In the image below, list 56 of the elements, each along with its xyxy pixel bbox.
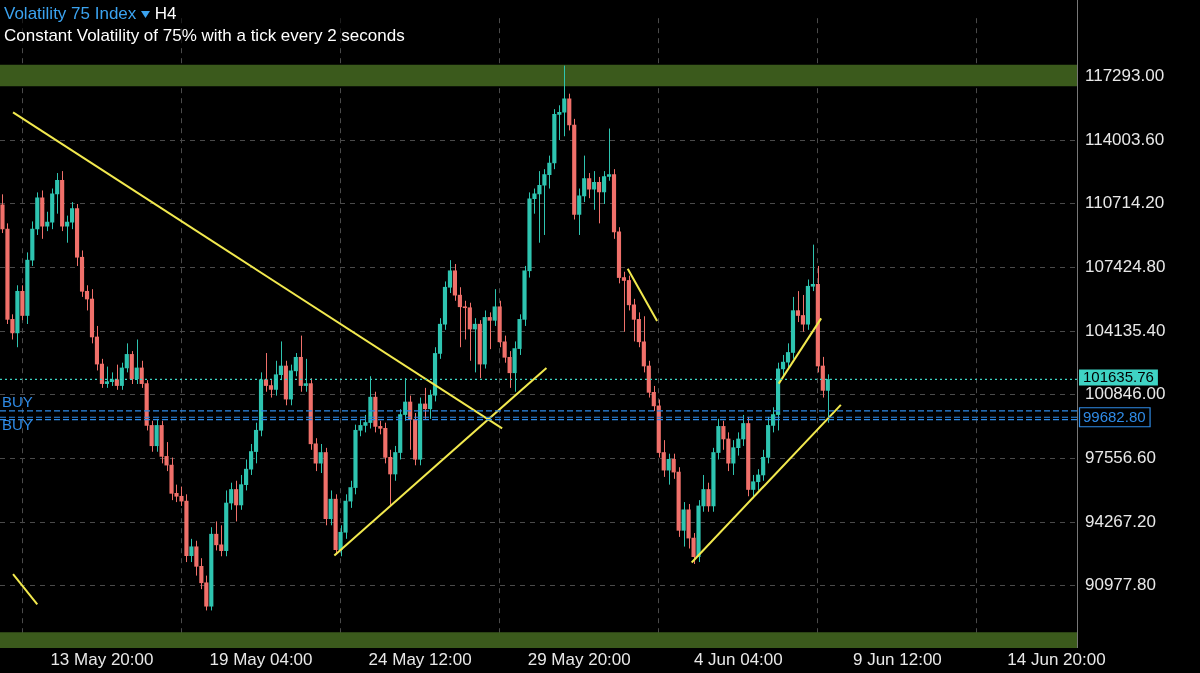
- candlestick: [587, 172, 592, 199]
- candlestick: [328, 489, 333, 526]
- candlestick: [99, 358, 104, 389]
- ref-line-label: 99682.80: [1083, 408, 1146, 426]
- ref-line-label: BUY: [2, 393, 33, 411]
- y-tick-label: 94267.20: [1085, 511, 1156, 531]
- candlestick: [189, 538, 194, 563]
- candlestick: [592, 170, 597, 211]
- y-tick-label: 100846.00: [1085, 384, 1166, 404]
- candlestick: [263, 352, 269, 393]
- candlestick: [293, 352, 298, 377]
- y-tick-label: 90977.80: [1085, 575, 1156, 595]
- x-tick-label: 29 May 20:00: [527, 649, 631, 669]
- candlestick: [666, 453, 671, 486]
- candlestick: [303, 358, 308, 393]
- candlestick: [731, 439, 736, 476]
- y-tick-label: 117293.00: [1085, 66, 1165, 86]
- candlestick: [795, 290, 801, 323]
- candlestick: [671, 453, 676, 480]
- candlestick: [234, 480, 239, 522]
- candlestick: [214, 520, 219, 551]
- x-tick-label: 9 Jun 12:00: [852, 649, 942, 669]
- y-tick-label: 107424.80: [1085, 257, 1166, 277]
- y-tick-label: 104135.40: [1085, 320, 1166, 340]
- annotation: H4: [154, 4, 177, 23]
- x-tick-label: 24 May 12:00: [368, 649, 472, 669]
- candlestick: [487, 311, 492, 350]
- candlestick: [318, 443, 323, 474]
- y-tick-label: 97556.60: [1085, 448, 1156, 468]
- text: Constant Volatility of 75% with a tick every 2 seconds: [4, 25, 405, 47]
- y-tick-label: 110714.20: [1085, 193, 1165, 213]
- candlestick: [706, 482, 711, 513]
- candlestick: [492, 288, 497, 327]
- chart-title: Volatility 75 Index: [4, 4, 137, 23]
- candlestick: [577, 188, 582, 236]
- candlestick: [119, 362, 124, 391]
- candlestick: [537, 170, 542, 244]
- candlestick: [582, 155, 587, 203]
- ref-line-label: 101635.76: [1083, 367, 1154, 385]
- x-tick-label: 14 Jun 20:00: [1007, 649, 1106, 669]
- x-tick-label: 19 May 04:00: [209, 649, 313, 669]
- y-tick-label: 114003.60: [1085, 129, 1165, 149]
- x-tick-label: 4 Jun 04:00: [693, 649, 783, 669]
- candlestick: [800, 294, 806, 333]
- candlestick: [825, 373, 830, 424]
- candlestick: [721, 420, 726, 451]
- candlestick: [229, 482, 234, 511]
- candlestick: [601, 170, 607, 205]
- candlestick: [467, 302, 472, 362]
- candlestick: [681, 501, 686, 548]
- candlestick: [124, 342, 129, 373]
- x-tick-label: 13 May 20:00: [50, 649, 154, 669]
- ref-line-label: BUY: [2, 415, 33, 433]
- candlestick: [55, 172, 60, 215]
- candlestick: [741, 414, 746, 447]
- candlestick: [597, 176, 602, 224]
